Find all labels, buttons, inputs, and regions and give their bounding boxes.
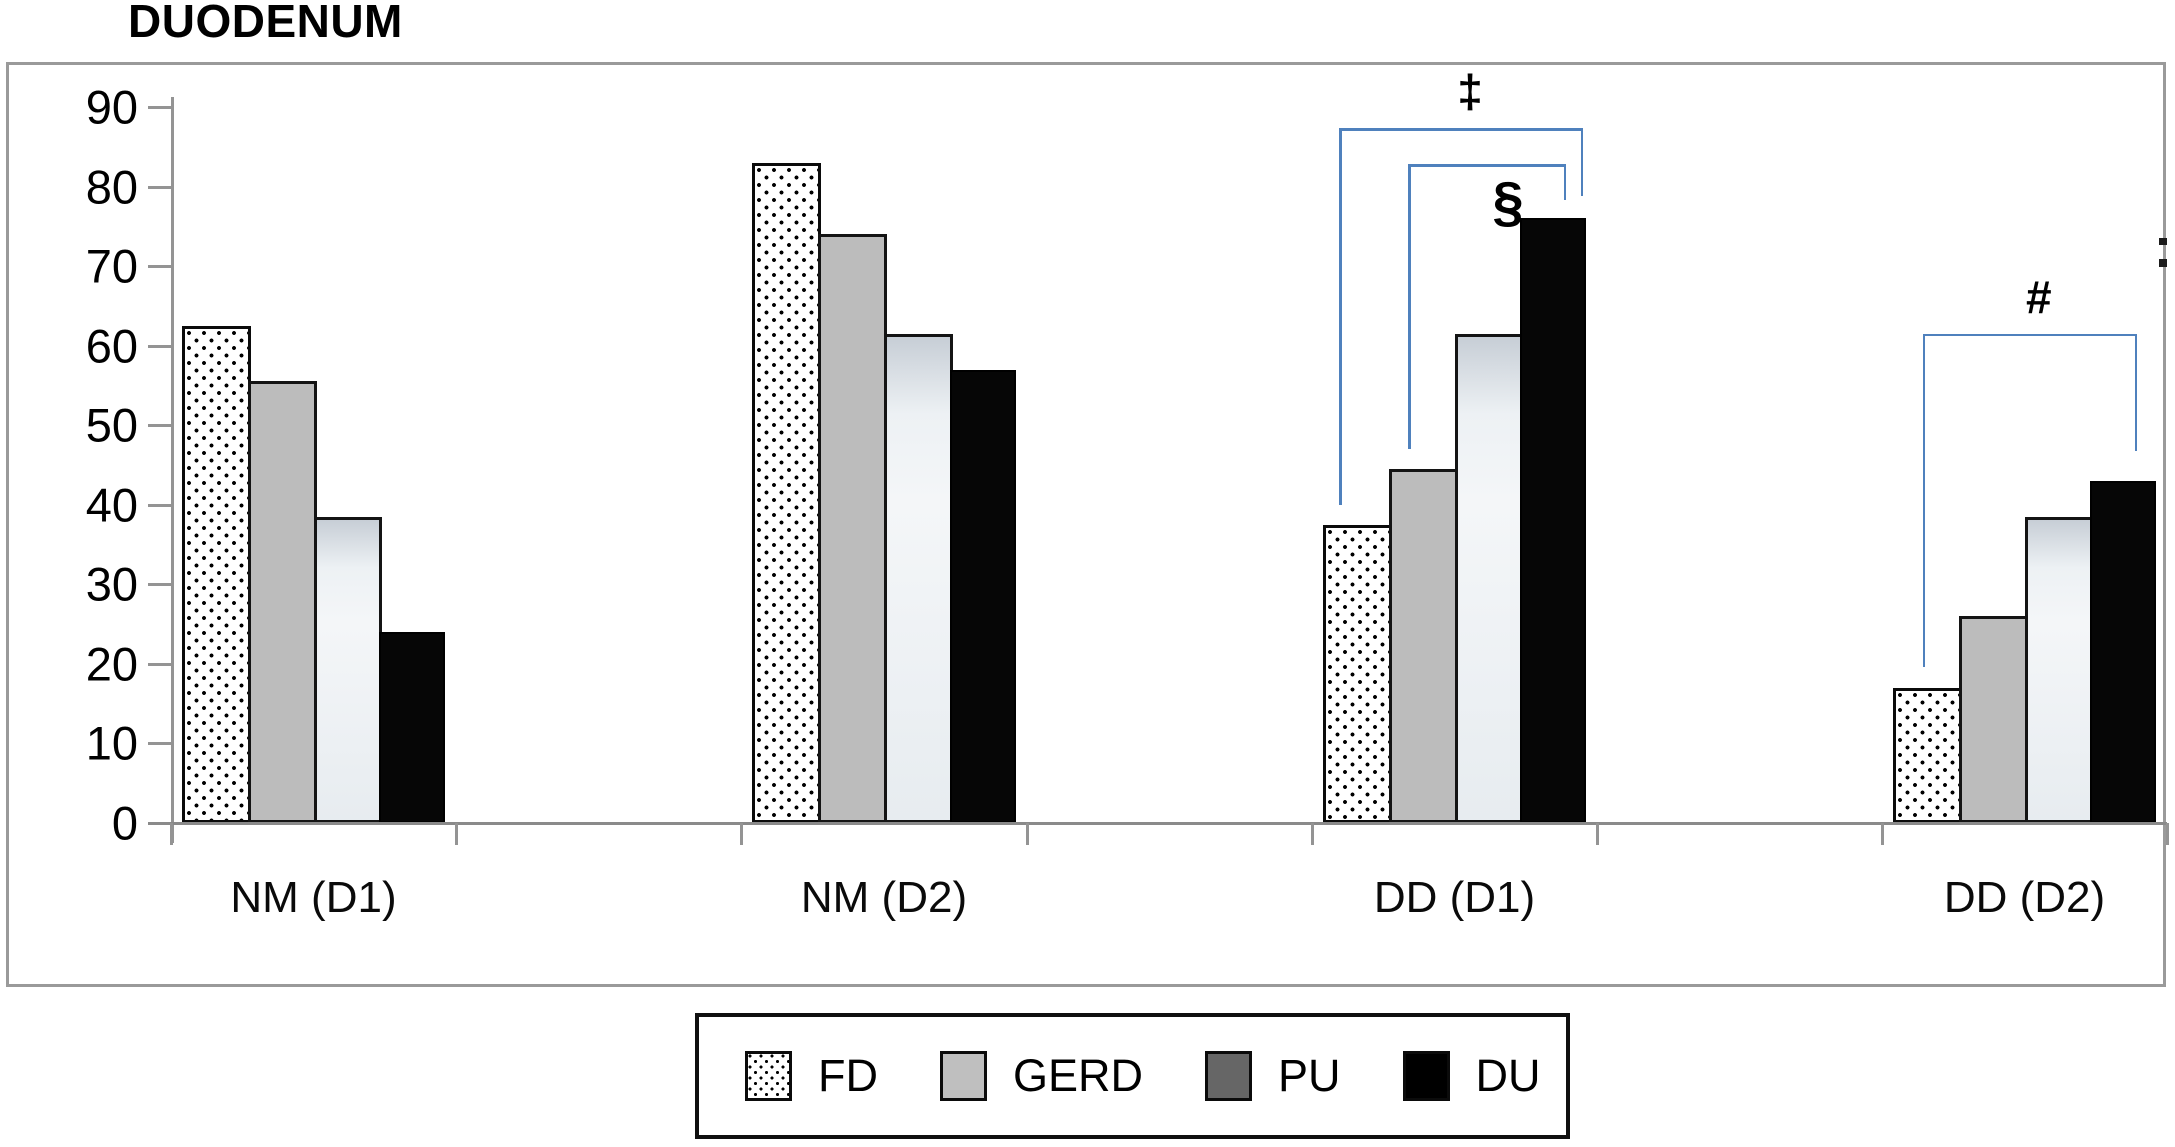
bar-pu-0 xyxy=(313,516,383,823)
legend-swatch-pu xyxy=(1205,1051,1253,1101)
significance-symbol-0: ‡ xyxy=(1457,65,1483,118)
legend-item-gerd: GERD xyxy=(940,1050,1143,1102)
y-axis-tick-label: 80 xyxy=(85,160,138,214)
x-axis-line xyxy=(148,822,2167,825)
legend-swatch-gerd xyxy=(940,1051,987,1101)
bar-du-1 xyxy=(950,369,1016,823)
bar-fd-3 xyxy=(1893,687,1962,823)
x-axis-tick xyxy=(740,823,743,845)
bar-pu-1 xyxy=(884,333,953,823)
legend-item-du: DU xyxy=(1402,1050,1541,1102)
y-axis-tick xyxy=(148,424,174,428)
x-axis-tick xyxy=(455,823,458,845)
x-axis-tick xyxy=(170,823,173,845)
edge-artifact xyxy=(2159,259,2167,267)
y-axis-tick xyxy=(148,344,174,348)
legend-swatch-du xyxy=(1402,1051,1450,1101)
edge-artifact xyxy=(2159,238,2167,245)
y-axis-tick-label: 20 xyxy=(85,637,138,691)
legend: FD GERD PU DU xyxy=(695,1013,1570,1139)
legend-label: FD xyxy=(818,1050,878,1101)
significance-bracket-0-top xyxy=(1339,128,1581,131)
bar-fd-0 xyxy=(182,325,251,823)
x-axis-category-label: DD (D2) xyxy=(1943,873,2106,922)
x-axis-tick xyxy=(1881,823,1884,845)
y-axis-tick-label: 40 xyxy=(85,478,138,532)
legend-swatch-fd xyxy=(745,1051,792,1101)
significance-bracket-2-top xyxy=(1922,333,2135,337)
significance-bracket-1-left xyxy=(1408,164,1411,450)
bar-du-0 xyxy=(379,632,445,823)
y-axis-tick xyxy=(148,265,174,269)
y-axis-tick xyxy=(148,185,174,189)
y-axis-tick-label: 10 xyxy=(85,716,138,770)
legend-item-fd: FD xyxy=(745,1050,878,1102)
legend-item-pu: PU xyxy=(1205,1050,1341,1102)
bar-gerd-1 xyxy=(818,234,887,823)
bar-gerd-0 xyxy=(247,381,317,823)
bar-gerd-2 xyxy=(1388,468,1458,823)
legend-label: PU xyxy=(1278,1050,1341,1101)
x-axis-category-label: NM (D1) xyxy=(230,873,397,922)
significance-bracket-0-right xyxy=(1580,128,1584,197)
bar-du-2 xyxy=(1520,218,1586,823)
y-axis-tick xyxy=(148,742,174,746)
y-axis-tick xyxy=(148,583,174,587)
x-axis-tick xyxy=(1596,823,1599,845)
significance-bracket-1-top xyxy=(1408,164,1564,167)
bar-pu-3 xyxy=(2024,516,2094,823)
significance-bracket-2-left xyxy=(1922,333,1926,668)
y-axis-tick-label: 60 xyxy=(85,319,138,373)
x-axis-tick xyxy=(2166,823,2169,845)
significance-symbol-1: § xyxy=(1492,170,1524,234)
legend-label: GERD xyxy=(1013,1050,1144,1101)
y-axis-tick-label: 90 xyxy=(85,80,138,134)
x-axis-category-label: DD (D1) xyxy=(1373,873,1536,922)
y-axis-tick-label: 50 xyxy=(85,398,138,452)
y-axis-tick-label: 30 xyxy=(85,557,138,611)
y-axis-line xyxy=(171,97,174,843)
y-axis-tick xyxy=(148,106,174,109)
y-axis-tick-label: 70 xyxy=(85,239,138,293)
bar-du-3 xyxy=(2090,480,2156,823)
significance-symbol-2: # xyxy=(2025,270,2052,323)
x-axis-tick xyxy=(1026,823,1029,845)
bar-fd-1 xyxy=(752,162,821,823)
chart-title: DUODENUM xyxy=(128,0,403,47)
x-axis-category-label: NM (D2) xyxy=(800,873,968,922)
bar-fd-2 xyxy=(1323,524,1392,823)
significance-bracket-0-left xyxy=(1339,128,1342,505)
y-axis-tick xyxy=(148,503,174,507)
x-axis-tick xyxy=(1311,823,1314,845)
bar-pu-2 xyxy=(1454,333,1524,823)
bar-gerd-3 xyxy=(1958,616,2028,823)
significance-bracket-1-right xyxy=(1563,164,1567,201)
significance-bracket-2-right xyxy=(2134,333,2138,451)
y-axis-tick xyxy=(148,662,174,666)
legend-label: DU xyxy=(1475,1050,1541,1101)
y-axis-tick-label: 0 xyxy=(111,796,138,850)
